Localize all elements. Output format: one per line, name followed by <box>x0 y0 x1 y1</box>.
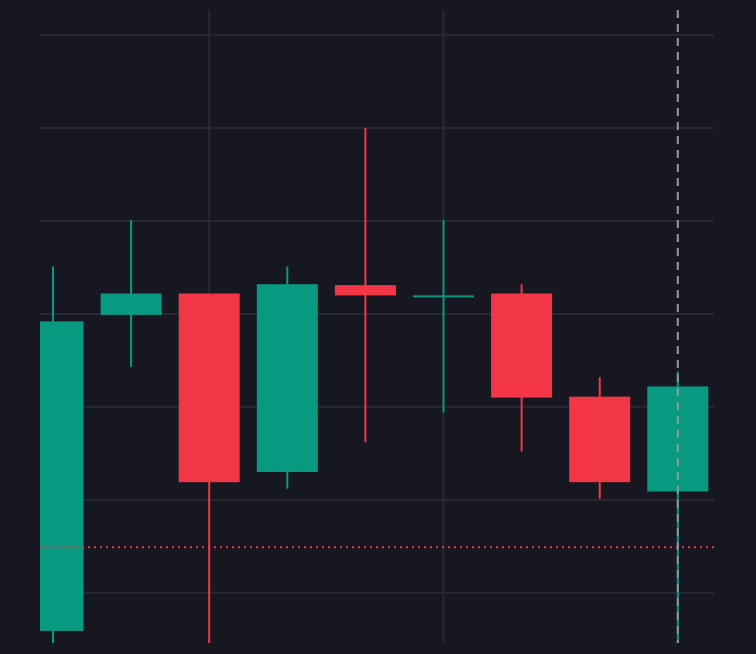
body <box>491 293 553 398</box>
body <box>569 396 631 483</box>
body <box>413 295 474 298</box>
body <box>178 293 240 483</box>
plot-area <box>40 128 709 643</box>
body <box>100 293 162 315</box>
body <box>40 321 84 631</box>
body <box>334 285 396 296</box>
body <box>256 284 318 472</box>
